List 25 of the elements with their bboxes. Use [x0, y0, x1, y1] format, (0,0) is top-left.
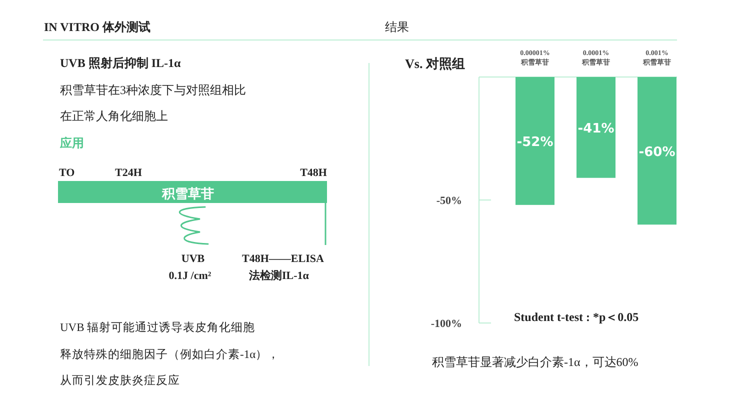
text: 0.1J /cm²: [168, 270, 212, 282]
text: 积雪草苷: [161, 186, 214, 201]
annotation: Student t-test : *p＜0.05: [514, 310, 639, 324]
text: -52%: [516, 134, 554, 150]
text: UVB: [181, 253, 206, 265]
text: 法检测IL-1α: [248, 269, 310, 282]
text: 在正常人角化细胞上: [60, 109, 168, 123]
text: T48H——ELISA: [242, 253, 324, 265]
text: T48H: [300, 167, 328, 179]
text: -60%: [638, 144, 676, 160]
text: 积雪草苷在3种浓度下与对照组相比: [60, 83, 246, 97]
text: UVB 辐射可能通过诱导表皮角化细胞: [60, 321, 256, 334]
text: 从而引发皮肤炎症反应: [60, 373, 180, 387]
y-axis-title: Vs. 对照组: [405, 56, 465, 71]
y-tick-label: -100%: [430, 318, 462, 330]
text: -41%: [578, 121, 614, 136]
chart-title: 结果: [385, 20, 409, 34]
text: T24H: [115, 167, 142, 179]
text: IN VITRO 体外测试: [44, 20, 150, 34]
text: 积雪草苷显著减少白介素-1α，可达60%: [432, 355, 638, 369]
text: UVB 照射后抑制 IL-1α: [60, 56, 182, 70]
text: 应用: [59, 136, 84, 150]
y-tick-label: -50%: [436, 195, 462, 207]
text: 释放特殊的细胞因子（例如白介素-1α），: [60, 348, 280, 361]
text: TO: [59, 167, 76, 179]
